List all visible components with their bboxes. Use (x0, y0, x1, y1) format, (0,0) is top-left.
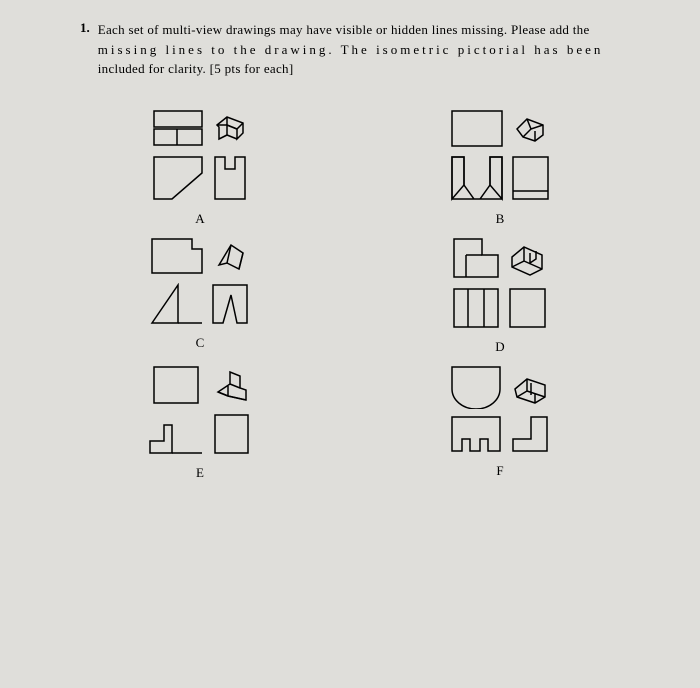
view-c-top (150, 237, 205, 277)
question-number: 1. (80, 20, 90, 79)
view-f-top (450, 365, 505, 409)
iso-f (511, 367, 551, 407)
view-d-front (452, 287, 502, 331)
view-c-front (150, 283, 205, 327)
label-f: F (496, 463, 503, 479)
view-e-side (213, 413, 251, 457)
view-d-top (452, 237, 502, 281)
qtext-line2: missing lines to the drawing. The isomet… (98, 42, 604, 57)
view-c-side (211, 283, 251, 327)
view-a-top (152, 109, 207, 149)
views-f (450, 365, 551, 455)
label-b: B (496, 211, 505, 227)
view-e-front (148, 413, 206, 457)
group-d: D (410, 237, 590, 355)
views-c (150, 237, 251, 327)
view-a-side (213, 155, 249, 203)
views-a (152, 109, 249, 203)
group-f: F (410, 365, 590, 481)
view-b-top (450, 109, 505, 149)
view-d-side (508, 287, 548, 331)
question-text: Each set of multi-view drawings may have… (98, 20, 604, 79)
group-c: C (110, 237, 290, 355)
iso-e (212, 366, 252, 406)
view-b-front (450, 155, 505, 203)
qtext-line3: included for clarity. [5 pts for each] (98, 61, 294, 76)
drawing-grid: A (80, 109, 620, 481)
views-d (452, 237, 548, 331)
iso-a (213, 111, 249, 147)
group-a: A (110, 109, 290, 227)
question-header: 1. Each set of multi-view drawings may h… (80, 20, 620, 79)
label-a: A (195, 211, 204, 227)
qtext-line1: Each set of multi-view drawings may have… (98, 22, 590, 37)
view-f-side (511, 415, 551, 455)
group-b: B (410, 109, 590, 227)
iso-c (213, 239, 249, 275)
view-a-front (152, 155, 207, 203)
views-e (148, 365, 252, 457)
view-e-top (152, 365, 202, 407)
group-e: E (110, 365, 290, 481)
views-b (450, 109, 551, 203)
label-e: E (196, 465, 204, 481)
iso-d (508, 239, 548, 279)
iso-b (513, 111, 549, 147)
view-b-side (511, 155, 551, 203)
label-c: C (196, 335, 205, 351)
view-f-front (450, 415, 505, 455)
label-d: D (495, 339, 504, 355)
